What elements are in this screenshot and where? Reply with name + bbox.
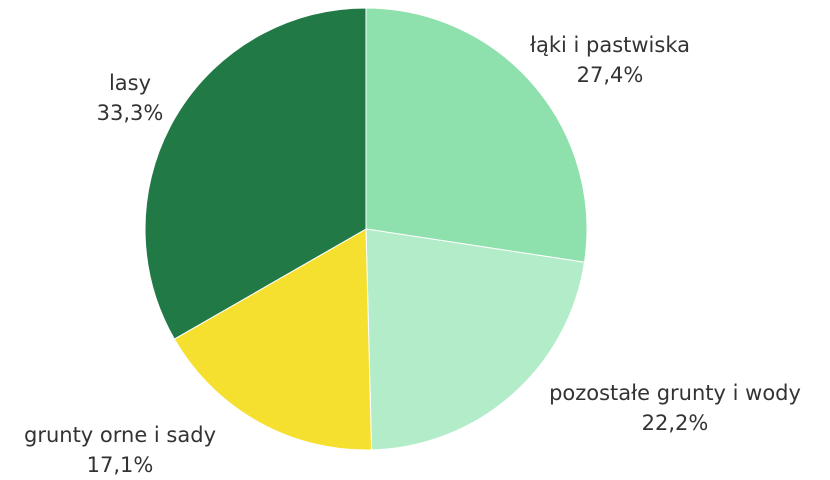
slice-value-pozostale: 22,2% — [641, 411, 709, 435]
slice-value-lasy: 33,3% — [96, 101, 164, 125]
slice-label-grunty-orne: grunty orne i sady 17,1% — [0, 420, 240, 480]
slice-label-pozostale: pozostałe grunty i wody 22,2% — [530, 378, 820, 438]
slice-name-pozostale: pozostałe grunty i wody — [549, 381, 801, 405]
slice-laki — [365, 7, 588, 263]
slice-value-laki: 27,4% — [576, 63, 644, 87]
slice-name-laki: łąki i pastwiska — [529, 33, 690, 57]
slice-pozostale — [365, 228, 586, 451]
slice-name-grunty-orne: grunty orne i sady — [23, 423, 216, 447]
slice-lasy — [144, 7, 367, 340]
slice-value-grunty-orne: 17,1% — [86, 453, 154, 477]
slice-label-laki: łąki i pastwiska 27,4% — [520, 30, 700, 90]
slice-grunty-orne — [173, 228, 373, 451]
slice-name-lasy: lasy — [108, 71, 152, 95]
slice-label-lasy: lasy 33,3% — [80, 68, 180, 128]
